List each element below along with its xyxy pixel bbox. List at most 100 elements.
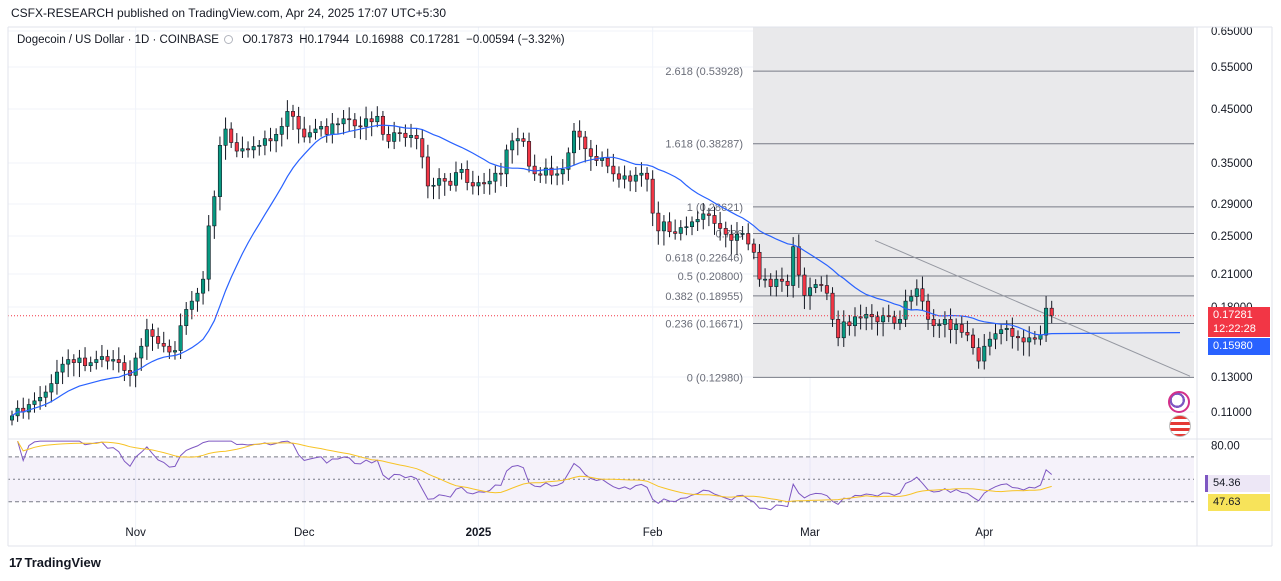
candle-body [375, 115, 380, 123]
candle-body [139, 345, 144, 359]
fib-label: 1.618 (0.38287) [665, 139, 743, 151]
candle-body [335, 123, 340, 126]
ohlc-change: −0.00594 (−3.32%) [466, 34, 565, 46]
candle-body [802, 274, 807, 296]
candle-body [656, 212, 661, 232]
candle-body [897, 318, 902, 324]
candle-body [706, 213, 711, 216]
candle-body [543, 167, 548, 176]
candle-body [779, 278, 784, 282]
tradingview-logo-icon: 17 [9, 555, 23, 570]
candle-body [504, 149, 509, 175]
candle-body [616, 173, 621, 180]
candle-body [453, 172, 458, 186]
candle-body [1049, 307, 1054, 316]
rsi-pane [8, 440, 1194, 511]
publisher-line: CSFX-RESEARCH published on TradingView.c… [11, 6, 447, 20]
price-axis[interactable]: 0.65000 0.55000 0.45000 0.35000 0.29000 0.250… [1211, 26, 1253, 453]
symbol-title[interactable]: Dogecoin / US Dollar · 1D · COINBASE [17, 34, 219, 46]
bar-countdown: 12:22:28 [1213, 323, 1256, 335]
candle-body [824, 285, 829, 294]
rsi-tick-label: 80.00 [1211, 441, 1240, 453]
last-price-tag: 0.17281 12:22:28 [1208, 307, 1270, 337]
candle-body [195, 292, 200, 302]
price-tick-label: 0.21000 [1211, 269, 1253, 281]
candle-body [515, 138, 520, 142]
candle-body [926, 300, 931, 320]
candle-body [437, 178, 442, 186]
time-tick-label: Apr [975, 527, 993, 539]
candle-body [791, 246, 796, 286]
candle-body [1032, 337, 1037, 340]
candle-body [1015, 336, 1020, 339]
candle-body [425, 156, 430, 187]
candle-body [819, 284, 824, 286]
us-flag-icon[interactable] [1169, 415, 1191, 437]
candle-body [566, 152, 571, 170]
last-price-value: 0.17281 [1213, 309, 1253, 321]
candle-body [313, 128, 318, 134]
candle-body [161, 343, 166, 347]
candle-body [189, 300, 194, 310]
candle-body [830, 292, 835, 320]
candle-body [99, 356, 104, 360]
time-tick-label: Nov [125, 527, 146, 539]
candle-body [650, 178, 655, 214]
candle-body [144, 329, 149, 347]
candle-body [369, 118, 374, 123]
candle-body [133, 357, 138, 376]
candle-body [605, 157, 610, 167]
candlestick-series [10, 100, 1054, 426]
candle-body [813, 284, 818, 288]
time-axis[interactable]: Nov Dec 2025 Feb Mar Apr [125, 527, 993, 539]
candle-body [571, 130, 576, 154]
candle-body [763, 278, 768, 281]
candle-body [954, 324, 959, 330]
candle-body [852, 316, 857, 327]
tradingview-branding[interactable]: 17 TradingView [9, 555, 101, 570]
candle-body [10, 415, 15, 421]
candle-body [319, 126, 324, 130]
candle-body [246, 148, 251, 151]
candle-body [639, 172, 644, 176]
candle-body [976, 347, 981, 362]
candle-body [633, 174, 638, 182]
candle-body [60, 363, 65, 373]
candle-body [105, 356, 110, 362]
descending-trendline [874, 239, 1191, 377]
candle-body [111, 359, 116, 362]
price-tick-label: 0.55000 [1211, 62, 1253, 74]
candle-body [150, 329, 155, 337]
fib-label: 0.236 (0.16671) [665, 318, 743, 330]
candle-body [628, 175, 633, 182]
candle-body [66, 359, 71, 365]
candle-body [959, 324, 964, 333]
candle-body [268, 138, 273, 142]
candle-body [397, 132, 402, 135]
crypto-event-icon[interactable] [1168, 391, 1190, 413]
candle-body [971, 334, 976, 348]
candle-body [560, 169, 565, 175]
candle-body [172, 350, 177, 353]
candle-body [487, 180, 492, 185]
price-tick-label: 0.25000 [1211, 231, 1253, 243]
rsi-ma-line [17, 440, 1052, 503]
candle-body [740, 233, 745, 235]
candle-body [695, 219, 700, 223]
candle-body [684, 226, 689, 229]
candle-body [493, 172, 498, 182]
fib-label: 0 (0.12980) [687, 372, 743, 384]
candle-body [38, 396, 43, 402]
candle-body [431, 184, 436, 187]
candle-body [583, 136, 588, 150]
candle-body [993, 333, 998, 340]
candle-body [751, 243, 756, 253]
candle-body [420, 138, 425, 158]
grid-lines [8, 27, 1194, 546]
candle-body [442, 178, 447, 182]
candle-body [201, 278, 206, 294]
price-tick-label: 0.11000 [1211, 407, 1252, 419]
candle-body [734, 233, 739, 241]
candle-body [409, 135, 414, 138]
